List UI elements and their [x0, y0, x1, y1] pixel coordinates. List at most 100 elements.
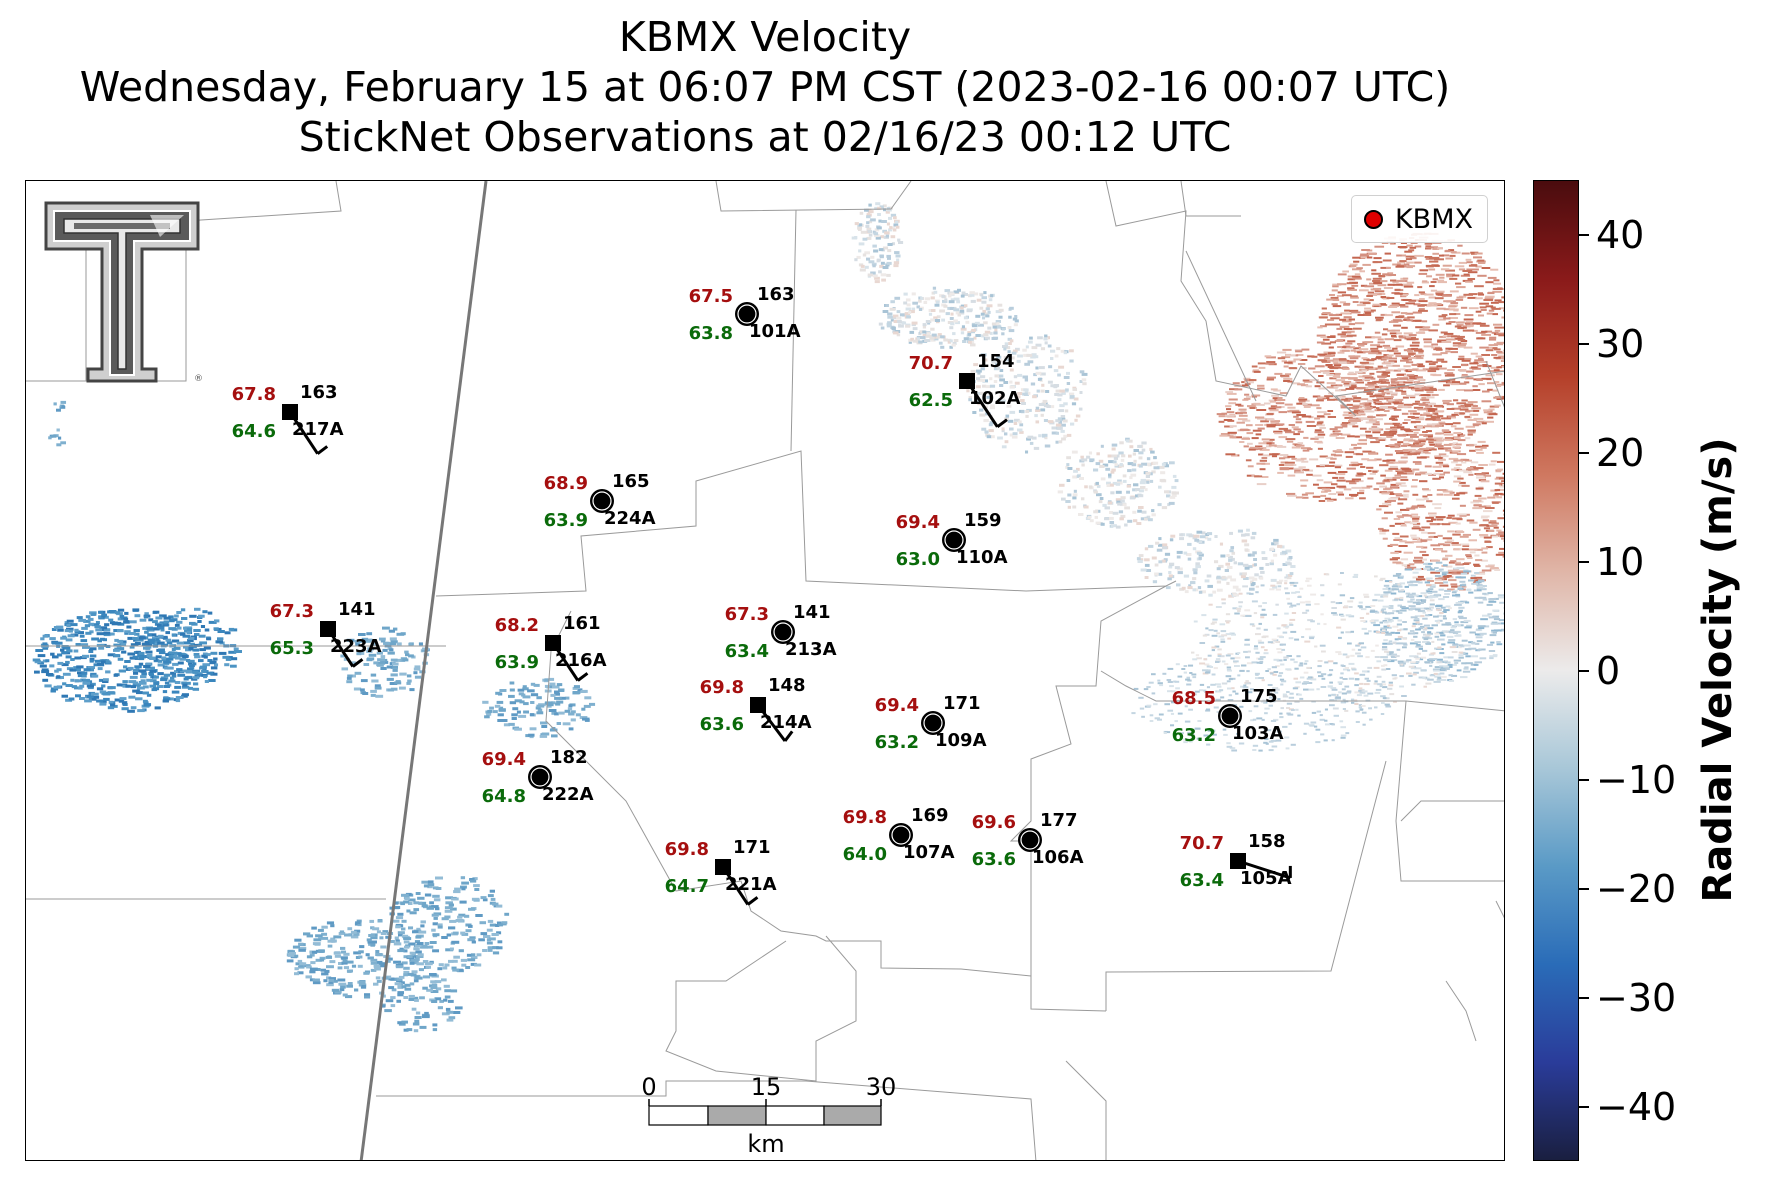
station-dewpoint: 63.4 — [1180, 870, 1224, 891]
scale-label-0: 0 — [641, 1073, 656, 1101]
station-marker-square — [959, 373, 975, 389]
station-pressure: 171 — [733, 837, 771, 858]
station-temperature: 69.6 — [972, 812, 1016, 833]
station-id: 109A — [935, 730, 987, 751]
station-temperature: 69.8 — [665, 839, 709, 860]
station-temperature: 70.7 — [1180, 833, 1224, 854]
station-marker-square — [545, 635, 561, 651]
title-radar-product: KBMX Velocity — [618, 13, 912, 61]
station-marker-square — [750, 697, 766, 713]
station-109A: 69.4 63.2 171 109A — [875, 693, 987, 753]
station-temperature: 70.7 — [909, 353, 953, 374]
radar-site-legend: KBMX — [1350, 195, 1488, 243]
colorbar-tick — [1579, 560, 1589, 563]
station-107A: 69.8 64.0 169 107A — [843, 805, 955, 865]
station-dewpoint: 63.2 — [1172, 725, 1216, 746]
figure-title: KBMX Velocity Wednesday, February 15 at … — [0, 12, 1530, 162]
station-pressure: 141 — [793, 602, 831, 623]
station-dewpoint: 63.6 — [700, 714, 744, 735]
calm-wind-ring — [592, 491, 612, 511]
station-101A: 67.5 63.8 163 101A — [689, 284, 801, 344]
station-dewpoint: 63.9 — [495, 652, 539, 673]
colorbar-tick-label: 10 — [1596, 539, 1645, 584]
station-pressure: 182 — [550, 747, 588, 768]
station-temperature: 68.5 — [1172, 688, 1216, 709]
velocity-colorbar — [1533, 180, 1579, 1161]
station-pressure: 141 — [338, 599, 376, 620]
colorbar-tick — [1579, 233, 1589, 236]
colorbar-tick — [1579, 778, 1589, 781]
radar-site-marker-icon — [1363, 209, 1383, 229]
station-pressure: 171 — [943, 693, 981, 714]
calm-wind-ring — [944, 530, 964, 550]
station-223A: 67.3 65.3 141 223A — [270, 599, 382, 668]
station-pressure: 161 — [563, 613, 601, 634]
legend-label: KBMX — [1394, 203, 1473, 235]
station-pressure: 154 — [977, 351, 1015, 372]
station-dewpoint: 65.3 — [270, 638, 314, 659]
station-id: 222A — [542, 784, 594, 805]
colorbar-tick-label: −20 — [1596, 866, 1677, 911]
station-216A: 68.2 63.9 161 216A — [495, 613, 607, 682]
station-id: 216A — [555, 650, 607, 671]
station-id: 103A — [1232, 723, 1284, 744]
station-dewpoint: 63.2 — [875, 732, 919, 753]
station-dewpoint: 63.6 — [972, 849, 1016, 870]
scale-bar: 0 15 30 km — [641, 1073, 896, 1158]
station-id: 110A — [956, 547, 1008, 568]
colorbar-tick-label: 20 — [1596, 430, 1645, 475]
station-id: 105A — [1240, 868, 1292, 889]
station-pressure: 163 — [300, 382, 338, 403]
station-224A: 68.9 63.9 165 224A — [544, 471, 656, 531]
station-temperature: 68.2 — [495, 615, 539, 636]
station-dewpoint: 64.0 — [843, 844, 887, 865]
scale-label-30: 30 — [866, 1073, 897, 1101]
station-pressure: 148 — [768, 675, 806, 696]
station-marker-square — [715, 859, 731, 875]
radar-map: 67.5 63.8 163 101A 70.7 62.5 154 102A 67.8 64.6 16… — [25, 180, 1505, 1161]
station-pressure: 159 — [964, 510, 1002, 531]
wind-barb-flag — [746, 896, 759, 906]
colorbar-title: Radial Velocity (m/s) — [1695, 437, 1741, 903]
station-marker-square — [1230, 853, 1246, 869]
station-temperature: 69.4 — [875, 695, 919, 716]
county-boundaries — [26, 181, 1504, 1160]
colorbar-tick — [1579, 887, 1589, 890]
station-pressure: 163 — [757, 284, 795, 305]
station-id: 107A — [903, 842, 955, 863]
station-marker-square — [320, 621, 336, 637]
station-pressure: 177 — [1040, 810, 1078, 831]
station-id: 214A — [760, 712, 812, 733]
state-boundary-line — [359, 181, 488, 1160]
scale-unit: km — [747, 1130, 784, 1158]
station-105A: 70.7 63.4 158 105A — [1180, 831, 1292, 891]
station-id: 102A — [969, 388, 1021, 409]
station-temperature: 67.8 — [232, 384, 276, 405]
station-dewpoint: 63.8 — [689, 323, 733, 344]
wind-barb-flag — [316, 445, 329, 455]
station-222A: 69.4 64.8 182 222A — [482, 747, 594, 807]
colorbar-tick-label: −40 — [1596, 1084, 1677, 1129]
scale-segment-3 — [765, 1105, 825, 1126]
station-102A: 70.7 62.5 154 102A — [909, 351, 1021, 429]
station-dewpoint: 62.5 — [909, 390, 953, 411]
station-id: 106A — [1032, 847, 1084, 868]
station-103A: 68.5 63.2 175 103A — [1172, 686, 1284, 746]
colorbar-tick-label: −10 — [1596, 757, 1677, 802]
colorbar-tick — [1579, 669, 1589, 672]
sticknet-stations: 67.5 63.8 163 101A 70.7 62.5 154 102A 67.8 64.6 16… — [232, 284, 1292, 906]
station-temperature: 69.8 — [700, 677, 744, 698]
wind-barb-flag — [351, 658, 364, 668]
station-dewpoint: 63.4 — [725, 641, 769, 662]
station-pressure: 169 — [911, 805, 949, 826]
calm-wind-ring — [1220, 706, 1240, 726]
wind-barb-staff — [1237, 859, 1291, 880]
station-110A: 69.4 63.0 159 110A — [896, 510, 1008, 570]
station-temperature: 67.5 — [689, 286, 733, 307]
colorbar-tick — [1579, 451, 1589, 454]
station-dewpoint: 64.6 — [232, 421, 276, 442]
colorbar-tick — [1579, 996, 1589, 999]
colorbar-tick-label: −30 — [1596, 975, 1677, 1020]
station-dewpoint: 64.8 — [482, 786, 526, 807]
station-marker-square — [282, 404, 298, 420]
